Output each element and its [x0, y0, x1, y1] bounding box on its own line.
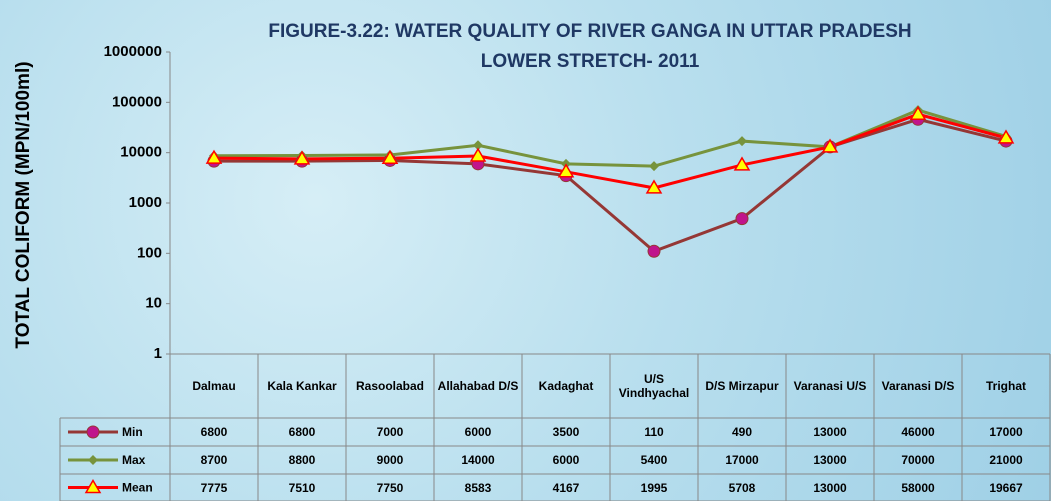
marker [557, 163, 575, 178]
x-tick-label: Varanasi D/S [881, 379, 955, 393]
x-tick-label: Dalmau [192, 379, 236, 393]
y-tick-label: 1 [154, 345, 162, 362]
table-value: 21000 [989, 453, 1023, 467]
marker [733, 156, 751, 171]
marker [293, 150, 311, 165]
legend-label: Max [122, 453, 146, 467]
table-value: 19667 [989, 480, 1023, 495]
table-value: 5708 [728, 480, 756, 495]
y-tick-label: 10000 [120, 144, 162, 161]
chart-subtitle: LOWER STRETCH- 2011 [481, 51, 700, 72]
table-value: 6800 [288, 425, 316, 439]
table-value: 7000 [376, 425, 404, 439]
table-value: 8700 [200, 453, 228, 467]
table-value: 46000 [901, 425, 935, 439]
x-tick-label: Trighat [985, 379, 1026, 393]
series-line [213, 108, 1007, 168]
table-value: 4167 [552, 480, 580, 495]
table-value: 490 [731, 425, 753, 439]
legend-label: Min [122, 425, 143, 439]
marker [737, 136, 747, 147]
table-value: 58000 [901, 480, 935, 495]
marker [649, 161, 659, 172]
marker [647, 244, 661, 258]
x-tick-label: Varanasi U/S [793, 379, 867, 393]
table-value: 70000 [901, 453, 935, 467]
table-value: 13000 [813, 425, 847, 439]
marker [86, 425, 100, 439]
table-value: 3500 [552, 425, 580, 439]
y-tick-label: 1000000 [104, 43, 162, 60]
table-value: 13000 [813, 480, 847, 495]
y-tick-label: 10 [145, 295, 162, 312]
x-tick-label: Rasoolabad [355, 379, 424, 393]
marker [473, 140, 483, 151]
x-tick-label: D/S Mirzapur [705, 379, 779, 393]
table-value: 7510 [288, 480, 316, 495]
legend-label: Mean [122, 481, 153, 495]
table-value: 13000 [813, 453, 847, 467]
y-tick-label: 1000 [129, 194, 162, 211]
marker [735, 212, 749, 226]
table-value: 9000 [376, 453, 404, 467]
table-value: 8583 [464, 480, 492, 495]
x-tick-label: Kadaghat [538, 379, 594, 393]
chart-title: FIGURE-3.22: WATER QUALITY OF RIVER GANG… [268, 21, 911, 42]
marker [84, 479, 102, 494]
series-line [213, 112, 1007, 190]
y-tick-label: 100 [137, 244, 162, 261]
y-axis-label: TOTAL COLIFORM (MPN/100ml) [13, 61, 34, 348]
table-value: 6000 [464, 425, 492, 439]
x-tick-label: Allahabad D/S [437, 379, 519, 393]
table-value: 7750 [376, 480, 404, 495]
marker [205, 149, 223, 164]
table-value: 5400 [640, 453, 668, 467]
table-value: 17000 [725, 453, 759, 467]
marker [88, 455, 98, 465]
table-value: 17000 [989, 425, 1023, 439]
marker [821, 138, 839, 153]
table-value: 6000 [552, 453, 580, 467]
series-line [214, 117, 1007, 253]
x-tick-label: U/S Vindhyachal [618, 372, 690, 400]
table-value: 8800 [288, 453, 316, 467]
marker [381, 149, 399, 164]
x-tick-label: Kala Kankar [267, 379, 337, 393]
marker [997, 129, 1015, 144]
marker [645, 179, 663, 194]
y-tick-label: 100000 [112, 93, 162, 110]
table-value: 110 [644, 425, 664, 439]
table-value: 1995 [640, 480, 668, 495]
table-value: 7775 [200, 480, 228, 495]
marker [469, 147, 487, 162]
marker [909, 105, 927, 120]
table-value: 6800 [200, 425, 228, 439]
table-value: 14000 [461, 453, 495, 467]
